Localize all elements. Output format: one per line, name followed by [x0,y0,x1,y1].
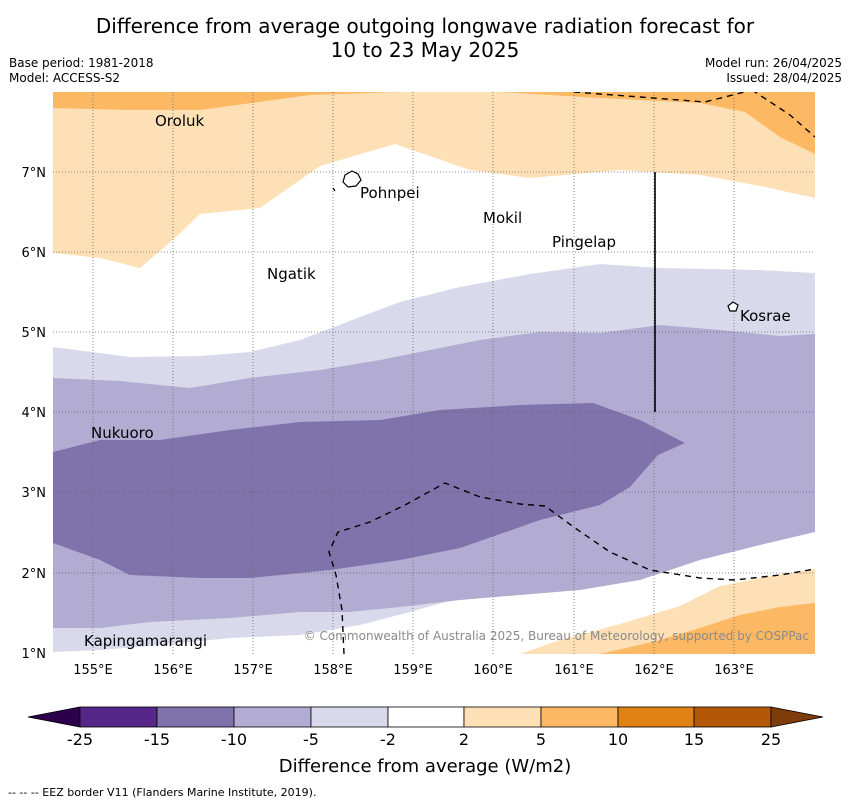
band-minus10-to-minus15 [53,403,685,578]
colorbar-swatch [617,706,695,728]
colorbar-tick: -25 [67,730,93,749]
lon-label: 158°E [313,663,353,678]
model-run-label: Model run: 26/04/2025 [704,56,842,70]
colorbar-swatch [693,706,772,728]
band-2-to-5-top [53,92,815,268]
colorbar-tick: -2 [380,730,396,749]
copyright-text: © Commonwealth of Australia 2025, Bureau… [304,629,809,643]
colorbar-swatch [233,706,312,728]
base-period-label: Base period: 1981-2018 [9,56,154,70]
model-label: Model: ACCESS-S2 [9,71,121,85]
lat-label: 6°N [22,246,47,261]
place-label-kapingamarangi: Kapingamarangi [84,632,207,650]
map-title-line2: 10 to 23 May 2025 [330,38,520,62]
colorbar-tick: -15 [144,730,170,749]
colorbar [27,706,824,728]
place-label-pohnpei: Pohnpei [360,184,420,202]
lat-label: 5°N [22,326,47,341]
colorbar-swatch [156,706,235,728]
colorbar-min-arrow [27,706,81,728]
colorbar-tick: 25 [761,730,781,749]
colorbar-swatch [540,706,619,728]
atoll-mark [332,187,336,192]
colorbar-max-arrow [770,706,824,728]
eez-border [328,92,815,654]
place-label-oroluk: Oroluk [155,112,204,130]
lon-label: 157°E [233,663,273,678]
eez-footnote: -- -- -- EEZ border V11 (Flanders Marine… [8,786,317,799]
issued-label: Issued: 28/04/2025 [726,71,842,85]
kosrae-island-icon [727,301,739,312]
colorbar-swatch [310,706,389,728]
longitude-labels: 155°E 156°E 157°E 158°E 159°E 160°E 161°… [73,663,754,678]
lon-label: 162°E [634,663,674,678]
place-label-kosrae: Kosrae [740,307,791,325]
graticule [53,92,815,654]
lon-label: 163°E [714,663,754,678]
place-label-ngatik: Ngatik [267,265,316,283]
map-title-line1: Difference from average outgoing longwav… [95,14,755,38]
band-5-to-10-top [53,92,815,154]
lat-label: 7°N [22,166,47,181]
place-label-pingelap: Pingelap [552,233,616,251]
lon-label: 160°E [473,663,513,678]
map-area: Oroluk Pohnpei Mokil Pingelap Ngatik Kos… [53,92,815,654]
lon-label: 155°E [73,663,113,678]
colorbar-ticks: -25 -15 -10 -5 -2 2 5 10 15 25 [67,730,781,749]
band-5-to-10-bottom [600,603,815,654]
place-label-mokil: Mokil [483,209,522,227]
place-label-nukuoro: Nukuoro [91,424,154,442]
colorbar-label: Difference from average (W/m2) [279,756,571,777]
colorbar-tick: 5 [536,730,546,749]
colorbar-swatch [463,706,542,728]
colorbar-tick: 2 [459,730,469,749]
lon-label: 161°E [554,663,594,678]
lon-label: 159°E [393,663,433,678]
colorbar-tick: 10 [608,730,628,749]
colorbar-tick: -5 [303,730,319,749]
lat-label: 2°N [22,567,47,582]
lat-label: 3°N [22,486,47,501]
colorbar-swatch [387,706,465,728]
colorbar-swatch [79,706,158,728]
lat-label: 4°N [22,406,47,421]
colorbar-tick: -10 [221,730,247,749]
latitude-labels: 7°N 6°N 5°N 4°N 3°N 2°N 1°N [22,166,47,662]
pohnpei-island-icon [342,170,362,188]
colorbar-tick: 15 [684,730,704,749]
lon-label: 156°E [153,663,193,678]
lat-label: 1°N [22,647,47,662]
